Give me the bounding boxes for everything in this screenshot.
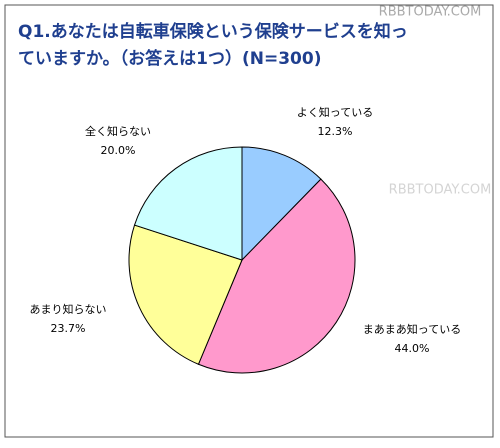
value-label: 20.0% xyxy=(101,144,136,157)
value-label: 44.0% xyxy=(395,342,430,355)
slice-label: あまり知らない xyxy=(30,302,107,316)
watermark: RBBTODAY.COM xyxy=(379,5,482,20)
pie-slice xyxy=(128,224,243,365)
watermark: RBBTODAY.COM xyxy=(389,183,492,198)
chart-title: ていますか。（お答えは1つ）(N=300) xyxy=(18,48,322,69)
pie-slice xyxy=(133,146,243,261)
slice-label: 全く知らない xyxy=(85,124,151,138)
pie-slice xyxy=(197,178,356,374)
value-label: 23.7% xyxy=(51,322,86,335)
slice-label: よく知っている xyxy=(297,105,373,119)
value-label: 12.3% xyxy=(318,125,353,138)
pie-slice xyxy=(241,146,322,262)
slice-label: まあまあ知っている xyxy=(363,322,461,336)
chart-title: Q1.あなたは自転車保険という保険サービスを知っ xyxy=(18,21,408,42)
